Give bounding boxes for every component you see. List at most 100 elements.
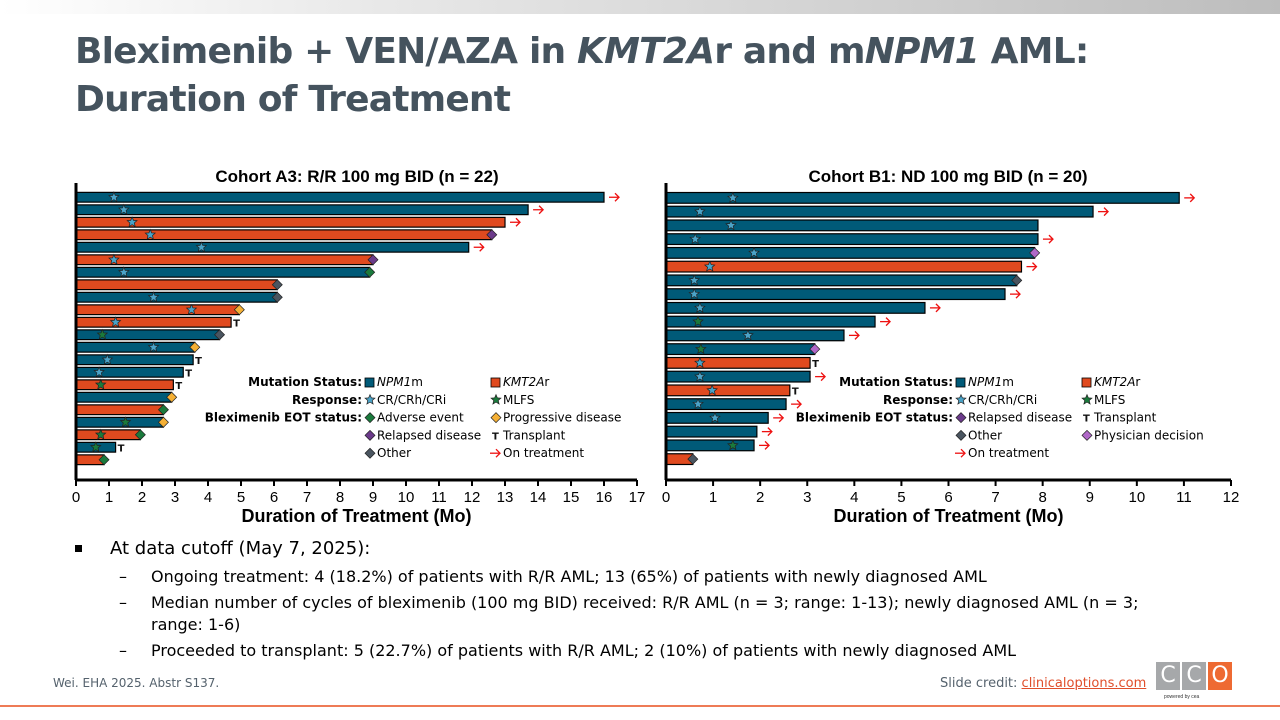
arrow-head bbox=[885, 317, 891, 327]
other-eot-diamond bbox=[1011, 274, 1023, 286]
x-axis-label: Duration of Treatment (Mo) bbox=[242, 506, 472, 526]
cr-response-star bbox=[694, 356, 706, 368]
sub-bullet-text: Proceeded to transplant: 5 (22.7%) of pa… bbox=[151, 641, 1017, 660]
patient-bar bbox=[75, 354, 194, 366]
legend-item-mlfs: MLFS bbox=[490, 393, 534, 407]
patient-bar bbox=[665, 356, 811, 369]
adverse-eot-diamond bbox=[364, 266, 376, 278]
legend-item-label: Other bbox=[968, 428, 1002, 442]
swimmer-plots: Cohort A3: R/R 100 mg BID (n = 22)TTTTT0… bbox=[72, 167, 1240, 526]
on-treatment-arrow bbox=[533, 205, 545, 215]
patient-row bbox=[665, 439, 770, 452]
on-treatment-arrow bbox=[791, 399, 802, 409]
on-treatment-arrow bbox=[773, 413, 785, 423]
x-tick-label: 0 bbox=[72, 489, 80, 506]
patient-row bbox=[75, 391, 178, 403]
cr-response-star bbox=[725, 219, 737, 231]
mlfs-response-star bbox=[119, 416, 132, 428]
kmt2a-swatch-icon bbox=[490, 377, 501, 388]
cr-response-star bbox=[694, 301, 706, 313]
patient-bar bbox=[665, 439, 755, 452]
patient-row bbox=[75, 328, 226, 341]
chart-cohort-a3: Cohort A3: R/R 100 mg BID (n = 22)TTTTT0… bbox=[72, 167, 646, 526]
legend-item-label: Transplant bbox=[502, 428, 566, 442]
legend-response-label: Response: bbox=[292, 393, 362, 407]
patient-row bbox=[665, 453, 699, 466]
cr-response-star bbox=[709, 411, 721, 423]
sub-bullet-text: Ongoing treatment: 4 (18.2%) of patients… bbox=[151, 567, 987, 586]
transplant-marker: T bbox=[195, 356, 202, 367]
kmt2a-swatch-icon bbox=[1081, 377, 1092, 388]
arrow-head bbox=[1015, 289, 1021, 299]
credit-link[interactable]: clinicaloptions.com bbox=[1021, 676, 1147, 691]
patient-row bbox=[665, 274, 1023, 287]
patient-row bbox=[75, 416, 169, 428]
patient-row bbox=[665, 342, 821, 356]
physician-eot-diamond bbox=[809, 343, 821, 355]
legend-item-adverse: Adverse event bbox=[364, 411, 464, 425]
slide-title: Bleximenib + VEN/AZA in KMT2Ar and mNPM1… bbox=[75, 28, 1225, 124]
patient-row bbox=[665, 398, 802, 411]
patient-bar bbox=[665, 274, 1018, 287]
transplant-marker: T bbox=[792, 386, 799, 397]
on-treatment-arrow bbox=[1184, 193, 1196, 203]
x-tick-label: 5 bbox=[897, 489, 905, 506]
legend-item-label: Physician decision bbox=[1094, 428, 1204, 442]
x-tick-label: 7 bbox=[303, 489, 311, 506]
patient-bar bbox=[75, 316, 232, 328]
x-tick-label: 1 bbox=[105, 489, 113, 506]
patient-row: T bbox=[75, 378, 182, 392]
mlfs-star-icon bbox=[490, 393, 502, 405]
x-tick-label: 3 bbox=[803, 489, 811, 506]
x-tick-label: 15 bbox=[563, 489, 580, 506]
patient-row bbox=[665, 233, 1054, 246]
patient-bar bbox=[75, 204, 529, 216]
x-tick-label: 12 bbox=[1223, 489, 1240, 506]
x-tick-label: 1 bbox=[709, 489, 717, 506]
cr-star-icon bbox=[955, 393, 967, 405]
on-treatment-arrow bbox=[880, 317, 891, 327]
patient-bar bbox=[75, 266, 371, 278]
patient-row bbox=[665, 370, 826, 383]
legend-item-label: On treatment bbox=[968, 446, 1049, 460]
on-treatment-arrow bbox=[1098, 207, 1109, 217]
logo-tagline: powered by cea bbox=[1164, 694, 1200, 700]
patient-row bbox=[665, 287, 1021, 301]
cr-response-star bbox=[108, 191, 120, 203]
patient-bar bbox=[75, 404, 165, 416]
cr-response-star bbox=[703, 260, 716, 272]
patient-row: T bbox=[75, 366, 192, 379]
patient-bar bbox=[665, 301, 926, 314]
sub-bullet-text: Median number of cycles of bleximenib (1… bbox=[151, 593, 1139, 634]
cr-response-star bbox=[727, 191, 739, 203]
patient-row bbox=[75, 404, 169, 416]
patient-row bbox=[75, 266, 376, 278]
title-text: Bleximenib + VEN/AZA in bbox=[75, 31, 578, 72]
legend-item-npm1: NPM1m bbox=[955, 375, 1014, 389]
legend-item-other: Other bbox=[955, 428, 1002, 442]
legend-item-label: Progressive disease bbox=[503, 411, 621, 425]
x-tick-label: 4 bbox=[850, 489, 858, 506]
physician-eot-diamond bbox=[1029, 247, 1041, 259]
chart-legend: Mutation Status: Response: Bleximenib EOT … bbox=[796, 375, 1204, 460]
x-axis-label: Duration of Treatment (Mo) bbox=[834, 506, 1064, 526]
relapsed-eot-diamond bbox=[367, 254, 379, 266]
patient-row bbox=[75, 303, 245, 316]
cr-response-star bbox=[688, 287, 701, 300]
progressive-diamond-icon bbox=[490, 412, 502, 424]
legend-item-npm1: NPM1m bbox=[364, 375, 423, 389]
cr-response-star bbox=[742, 329, 754, 341]
legend-item-label: KMT2Ar bbox=[503, 375, 549, 389]
arrow-head bbox=[764, 440, 770, 450]
legend-item-arrow: On treatment bbox=[955, 446, 1049, 460]
patient-row bbox=[665, 191, 1196, 204]
progressive-eot-diamond bbox=[166, 391, 178, 403]
x-tick-label: 6 bbox=[944, 489, 952, 506]
legend-item-relapsed: Relapsed disease bbox=[955, 411, 1072, 425]
x-tick-label: 8 bbox=[336, 489, 344, 506]
on-treatment-arrow bbox=[473, 242, 485, 252]
legend-item-relapsed: Relapsed disease bbox=[364, 428, 481, 442]
patient-row bbox=[665, 219, 1039, 232]
x-tick-label: 2 bbox=[138, 489, 146, 506]
cr-star-icon bbox=[364, 393, 376, 405]
